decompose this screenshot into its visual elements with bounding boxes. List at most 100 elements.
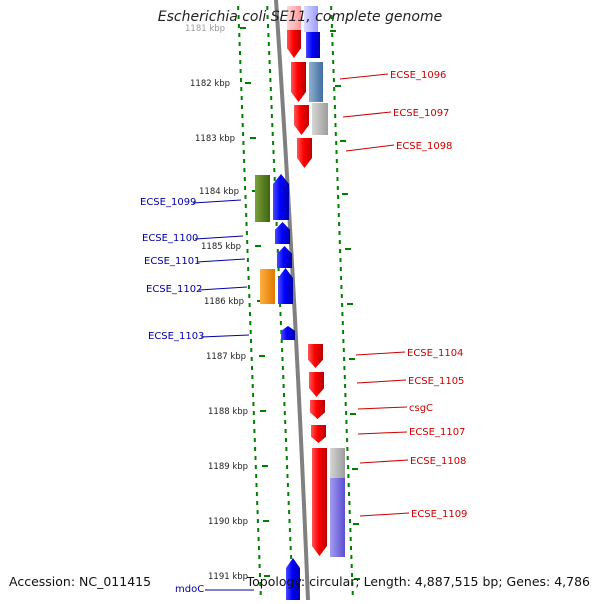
gene-arrow-ecse-1107[interactable] xyxy=(311,425,326,443)
track-dot xyxy=(279,303,282,307)
track-dot xyxy=(249,321,252,325)
gene-label-ecse-1108[interactable]: ECSE_1108 xyxy=(410,456,466,467)
gene-feature-ecse-1096-partner[interactable] xyxy=(309,62,323,102)
gene-label-ecse-1107[interactable]: ECSE_1107 xyxy=(409,427,465,438)
leader-line xyxy=(342,111,392,118)
tick-mark xyxy=(240,27,246,29)
track-dot xyxy=(268,60,271,64)
track-dot xyxy=(330,6,333,10)
track-dot xyxy=(250,357,253,361)
gene-arrow-ecse-1103[interactable] xyxy=(281,326,295,340)
gene-label-ecse-1102[interactable]: ECSE_1102 xyxy=(146,284,202,295)
tick-mark xyxy=(352,468,358,470)
tick-label-1186: 1186 kbp xyxy=(204,297,244,307)
gene-label-ecse-1109[interactable]: ECSE_1109 xyxy=(411,509,467,520)
track-dot xyxy=(257,546,260,550)
tick-mark xyxy=(335,85,341,87)
gene-arrow-mdoc[interactable] xyxy=(286,558,300,600)
gene-arrow-ecse-1098[interactable] xyxy=(297,138,312,168)
track-dot xyxy=(339,249,342,253)
gene-label-ecse-1104[interactable]: ECSE_1104 xyxy=(407,348,463,359)
track-dot xyxy=(273,168,276,172)
track-dot xyxy=(343,366,346,370)
gene-label-ecse-1105[interactable]: ECSE_1105 xyxy=(408,376,464,387)
leader-line xyxy=(198,286,248,291)
tick-label-1190: 1190 kbp xyxy=(208,517,248,527)
gene-arrow-ecse-1099[interactable] xyxy=(273,174,289,220)
track-dot xyxy=(272,159,275,163)
gene-arrow-ecse-1097[interactable] xyxy=(294,105,309,135)
gene-arrow-ecse-1096[interactable] xyxy=(291,62,306,102)
gene-feature-ecse-1102[interactable] xyxy=(260,269,275,304)
track-dot xyxy=(268,51,271,55)
gene-arrow-ecse-1105[interactable] xyxy=(309,372,324,397)
track-dot xyxy=(349,519,351,523)
tick-label-1181: 1181 kbp xyxy=(185,24,225,34)
track-dot xyxy=(333,87,336,91)
track-dot xyxy=(247,276,250,280)
gene-feature-ecse-1108-partner[interactable] xyxy=(330,448,345,478)
track-dot xyxy=(270,114,273,118)
gene-label-csgc[interactable]: csgC xyxy=(409,403,433,414)
track-dot xyxy=(239,60,242,64)
track-dot xyxy=(249,330,252,334)
track-dot xyxy=(273,177,276,181)
track-dot xyxy=(348,510,351,514)
gene-arrow-forward[interactable] xyxy=(287,30,301,58)
gene-features[interactable] xyxy=(255,6,345,600)
gene-arrow-ecse-1108[interactable] xyxy=(312,448,327,556)
tick-mark xyxy=(245,82,251,84)
track-dot xyxy=(281,366,284,370)
tick-label-1189: 1189 kbp xyxy=(208,462,248,472)
gene-arrow-ecse-1101[interactable] xyxy=(277,246,292,268)
gene-arrow-csgc[interactable] xyxy=(310,400,325,419)
gene-label-ecse-1103[interactable]: ECSE_1103 xyxy=(148,331,204,342)
track-dot xyxy=(240,87,243,91)
track-dot xyxy=(335,141,338,145)
gene-arrow-reverse[interactable] xyxy=(306,32,320,58)
track-dot xyxy=(269,69,271,73)
leader-line xyxy=(357,431,408,435)
track-dot xyxy=(251,375,254,379)
track-dot xyxy=(331,51,334,55)
gene-label-ecse-1096[interactable]: ECSE_1096 xyxy=(390,70,446,81)
accession-text: Accession: NC_011415 xyxy=(9,574,152,589)
gene-label-ecse-1097[interactable]: ECSE_1097 xyxy=(393,108,449,119)
gene-label-ecse-1099[interactable]: ECSE_1099 xyxy=(140,197,196,208)
track-dot xyxy=(349,528,352,532)
gene-arrow-ecse-1100[interactable] xyxy=(275,222,290,244)
gene-arrow-ecse-1102[interactable] xyxy=(278,268,293,304)
leader-line xyxy=(356,379,407,384)
track-dot xyxy=(343,357,346,361)
track-dot xyxy=(259,582,262,586)
tick-mark xyxy=(259,355,265,357)
track-dot xyxy=(255,492,258,496)
gene-feature-partial[interactable] xyxy=(304,6,318,32)
leader-line xyxy=(345,144,395,152)
gene-feature-ecse-1097-partner[interactable] xyxy=(312,103,328,135)
track-boundaries xyxy=(237,6,354,595)
track-dot xyxy=(348,492,350,496)
track-dot xyxy=(243,177,246,181)
track-dot xyxy=(247,285,250,289)
gene-feature-partial[interactable] xyxy=(287,6,301,32)
gene-arrow-ecse-1104[interactable] xyxy=(308,344,323,368)
gene-feature-ecse-1099[interactable] xyxy=(255,175,270,222)
track-dot xyxy=(285,456,288,460)
track-dot xyxy=(275,222,278,226)
gene-feature-ecse-1109[interactable] xyxy=(330,478,345,557)
track-dot xyxy=(283,393,285,397)
gene-label-mdoc[interactable]: mdoC xyxy=(175,584,204,595)
gene-label-ecse-1101[interactable]: ECSE_1101 xyxy=(144,256,200,267)
tick-label-1182: 1182 kbp xyxy=(190,79,230,89)
gene-label-ecse-1098[interactable]: ECSE_1098 xyxy=(396,141,452,152)
track-dot xyxy=(252,393,255,397)
track-dot xyxy=(288,519,291,523)
track-dot xyxy=(332,69,335,73)
track-dot xyxy=(238,42,241,46)
gene-label-ecse-1100[interactable]: ECSE_1100 xyxy=(142,233,198,244)
track-dot xyxy=(349,537,352,541)
track-dot xyxy=(342,330,345,334)
